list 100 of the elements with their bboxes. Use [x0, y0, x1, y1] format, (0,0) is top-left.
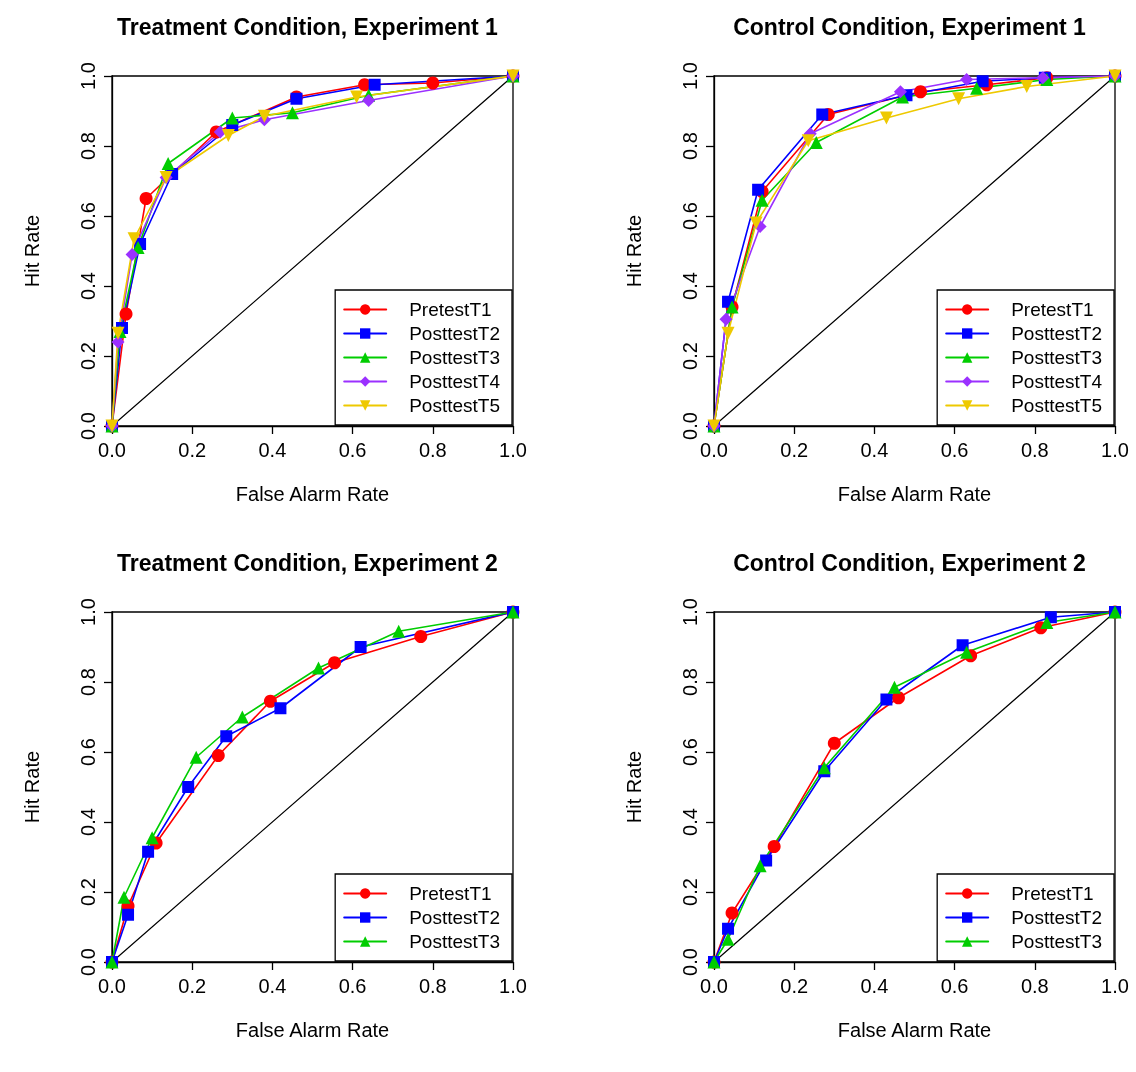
point [354, 641, 367, 653]
point [235, 710, 249, 724]
point [719, 312, 733, 326]
point [753, 859, 767, 873]
point [426, 76, 440, 90]
chart-title: Control Condition, Experiment 2 [733, 549, 1086, 576]
point [220, 730, 233, 743]
x-tick-label: 0.4 [258, 975, 287, 997]
point [970, 81, 984, 95]
y-tick-label: 1.0 [679, 62, 701, 90]
x-tick-label: 0.6 [940, 975, 969, 997]
point [362, 94, 376, 107]
legend-label: PosttestT3 [409, 931, 501, 952]
y-tick-label: 0.4 [679, 272, 701, 300]
point [1020, 80, 1034, 93]
y-axis-title: Hit Rate [623, 750, 645, 824]
point [189, 750, 203, 764]
x-tick-label: 0.2 [178, 975, 207, 997]
point [722, 922, 735, 935]
point [263, 694, 277, 708]
point [119, 307, 133, 321]
y-tick-label: 0.4 [77, 272, 99, 300]
point [142, 845, 155, 858]
x-tick-label: 1.0 [1101, 975, 1129, 997]
legend-label: PretestT1 [1011, 883, 1094, 904]
point [752, 183, 765, 196]
x-tick-label: 0.8 [418, 975, 447, 997]
point [887, 680, 901, 694]
legend-label: PosttestT5 [1011, 395, 1103, 416]
chart-title: Control Condition, Experiment 1 [733, 13, 1087, 40]
legend-label: PosttestT3 [409, 347, 501, 368]
point [976, 75, 989, 88]
legend-label: PosttestT4 [409, 371, 501, 392]
y-tick-label: 0.6 [679, 202, 701, 230]
x-tick-label: 0.0 [700, 975, 728, 997]
y-tick-label: 0.4 [77, 808, 99, 836]
chart-title: Treatment Condition, Experiment 2 [117, 549, 498, 576]
x-tick-label: 0.8 [418, 439, 447, 461]
y-axis-title: Hit Rate [623, 214, 645, 288]
y-tick-label: 0.4 [679, 808, 701, 836]
point [1040, 616, 1054, 629]
y-tick-label: 0.6 [77, 738, 99, 766]
legend-label: PosttestT2 [1011, 323, 1103, 344]
x-tick-label: 1.0 [499, 439, 527, 461]
point [893, 85, 907, 99]
point [221, 129, 235, 142]
point [127, 232, 141, 246]
legend-label: PosttestT2 [409, 323, 501, 344]
x-tick-label: 0.2 [780, 975, 809, 997]
x-tick-label: 0.6 [338, 439, 367, 461]
point [809, 136, 823, 149]
x-axis-title: False Alarm Rate [235, 483, 390, 505]
point [350, 90, 364, 104]
x-tick-label: 1.0 [499, 975, 527, 997]
legend-label: PosttestT5 [409, 395, 501, 416]
legend-label: PretestT1 [409, 883, 492, 904]
y-tick-label: 0.6 [77, 202, 99, 230]
point [914, 85, 928, 99]
point [111, 335, 125, 349]
point [392, 624, 406, 638]
y-tick-label: 0.2 [679, 342, 701, 370]
chart-title: Treatment Condition, Experiment 1 [117, 13, 499, 40]
point [225, 111, 239, 125]
point [721, 932, 735, 946]
point [328, 656, 342, 670]
point [817, 761, 831, 775]
y-tick-label: 0.2 [77, 878, 99, 906]
y-tick-label: 1.0 [679, 598, 701, 626]
y-tick-label: 0.6 [679, 738, 701, 766]
legend-label: PosttestT4 [1011, 371, 1103, 392]
x-axis-title: False Alarm Rate [837, 483, 992, 505]
point [182, 781, 195, 793]
point [827, 736, 841, 750]
point [285, 106, 299, 120]
point [952, 92, 966, 106]
y-tick-label: 0.8 [77, 668, 99, 696]
point [749, 216, 763, 230]
x-tick-label: 0.4 [860, 975, 889, 997]
legend-label: PosttestT3 [1011, 931, 1103, 952]
point [960, 645, 974, 659]
x-tick-label: 0.0 [700, 439, 728, 461]
point [257, 109, 271, 123]
point [816, 108, 829, 121]
point [211, 749, 225, 762]
x-tick-label: 0.4 [860, 439, 889, 461]
y-tick-label: 0.0 [77, 948, 99, 976]
legend-label: PretestT1 [1011, 299, 1094, 320]
y-tick-label: 0.0 [679, 948, 701, 976]
y-axis-title: Hit Rate [21, 750, 43, 824]
point [880, 693, 893, 706]
y-tick-label: 0.0 [77, 412, 99, 440]
point [767, 840, 781, 853]
x-tick-label: 0.8 [1020, 439, 1049, 461]
point [755, 193, 769, 207]
point [274, 702, 287, 715]
legend-label: PosttestT3 [1011, 347, 1103, 368]
point [414, 630, 428, 643]
point [801, 134, 815, 148]
point [368, 78, 381, 91]
y-axis-title: Hit Rate [21, 214, 43, 288]
